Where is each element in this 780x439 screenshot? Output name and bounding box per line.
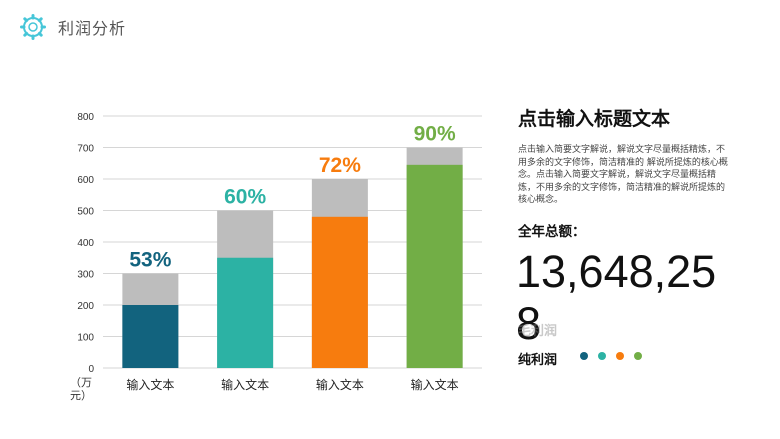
gross-profit-label: 毛利润 [518, 324, 558, 339]
page-title: 利润分析 [58, 19, 127, 38]
y-tick-label: 500 [77, 207, 94, 218]
legend-dots [580, 352, 652, 360]
category-label: 输入文本 [221, 377, 269, 392]
legend-dot [598, 352, 606, 360]
y-tick-label: 100 [77, 333, 94, 344]
total-label: 全年总额： [518, 224, 586, 240]
y-tick-label: 300 [77, 270, 94, 281]
panel-title: 点击输入标题文本 [518, 108, 671, 130]
percent-label: 53% [129, 249, 171, 272]
net-profit-label: 纯利润 [518, 353, 558, 368]
bar-value [311, 216, 368, 368]
y-tick-label: 600 [77, 175, 94, 186]
panel-description: 点击输入简要文字解说，解说文字尽量概括精炼，不用多余的文字修饰，简洁精准的 解说… [518, 145, 728, 205]
y-tick-label: 400 [77, 238, 94, 249]
bar-value [406, 164, 463, 368]
header: 利润分析 [20, 12, 126, 42]
y-axis-unit-label: （万元） [70, 376, 92, 402]
category-label: 输入文本 [126, 377, 174, 392]
legend-dot [616, 352, 624, 360]
legend-dot [580, 352, 588, 360]
bar-value [122, 305, 179, 368]
bar-value [217, 257, 274, 368]
total-value: 13,648,258 [516, 246, 717, 349]
legend-dot [634, 352, 642, 360]
y-tick-label: 700 [77, 144, 94, 155]
y-tick-label: 0 [88, 364, 94, 375]
category-label: 输入文本 [411, 377, 459, 392]
percent-label: 90% [414, 123, 456, 146]
y-tick-label: 200 [77, 301, 94, 312]
percent-label: 72% [319, 154, 361, 177]
category-label: 输入文本 [316, 377, 364, 392]
gear-logo-icon [20, 14, 46, 40]
stacked-bar-chart: 0 100 200 300 400 500 600 700 800 53% 输入文本 60% 输入文本 7… [77, 112, 482, 392]
y-tick-label: 800 [77, 112, 94, 123]
percent-label: 60% [224, 186, 266, 209]
